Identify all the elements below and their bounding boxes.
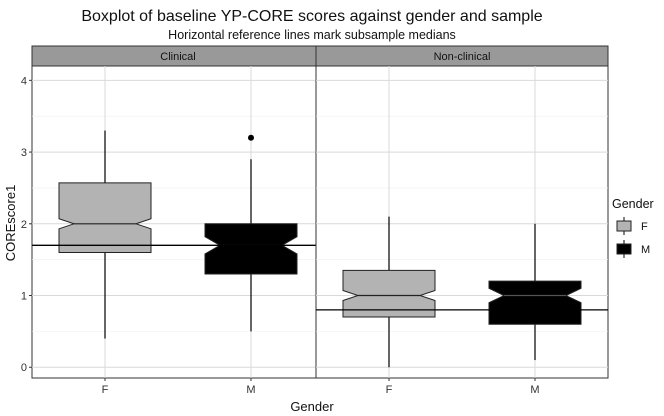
box-non-clinical-m (488, 280, 582, 325)
strip-label: Clinical (160, 51, 195, 63)
y-tick-label: 0 (21, 362, 27, 374)
plot-area: 0 1 2 3 4 Clinical F M Non-clinical F M (21, 45, 609, 396)
strip-label: Non-clinical (434, 51, 491, 63)
x-tick-label: M (246, 384, 255, 396)
legend-key-box (616, 243, 632, 255)
x-axis-title: Gender (290, 399, 334, 414)
chart-subtitle: Horizontal reference lines mark subsampl… (168, 28, 456, 42)
x-tick-label: F (386, 384, 393, 396)
y-axis-title: COREscore1 (3, 185, 18, 262)
y-tick-label: 4 (21, 75, 27, 87)
y-tick-label: 3 (21, 147, 27, 159)
legend-title: Gender (612, 197, 654, 211)
x-tick-label: M (530, 384, 539, 396)
box-non-clinical-f (342, 269, 436, 318)
y-tick-label: 2 (21, 219, 27, 231)
y-tick-label: 1 (21, 291, 27, 303)
legend-label: F (641, 221, 648, 233)
strip-background (315, 45, 609, 67)
x-tick-label: F (102, 384, 109, 396)
box-clinical-f (58, 182, 152, 253)
legend-label: M (641, 244, 650, 256)
legend: Gender FM (612, 197, 654, 259)
outlier-point (248, 134, 254, 141)
panel-background (315, 65, 609, 379)
box-clinical-m (204, 223, 298, 275)
chart-title: Boxplot of baseline YP-CORE scores again… (81, 8, 542, 25)
legend-key-box (616, 220, 632, 232)
